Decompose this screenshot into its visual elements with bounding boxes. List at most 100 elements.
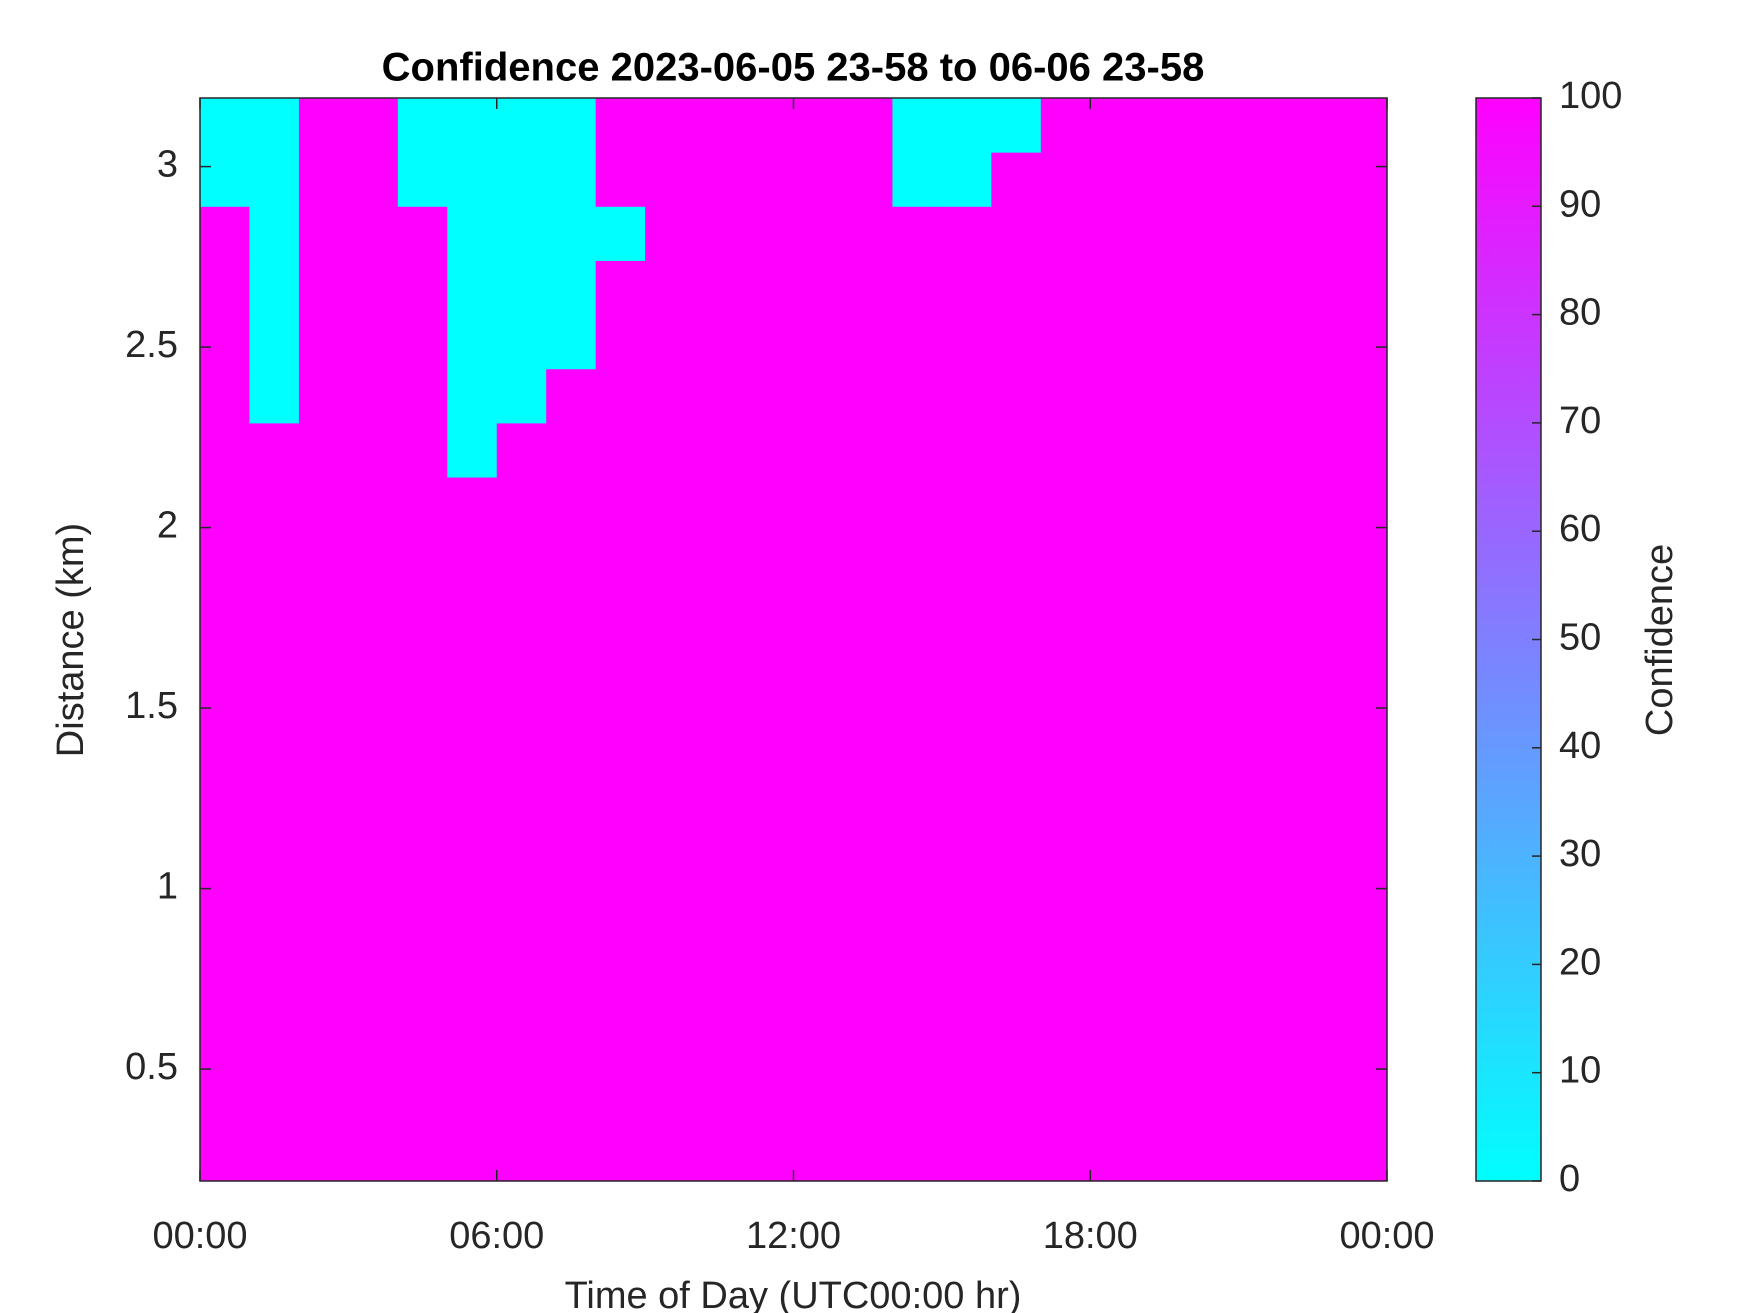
heatmap-cell bbox=[447, 206, 498, 261]
heatmap-cell bbox=[744, 856, 794, 911]
heatmap-cell bbox=[298, 639, 349, 695]
heatmap-cell bbox=[1288, 477, 1339, 532]
heatmap-cell bbox=[991, 747, 1042, 803]
heatmap-cell bbox=[249, 639, 300, 695]
heatmap-cell bbox=[249, 477, 300, 532]
heatmap-cell bbox=[941, 964, 992, 1020]
heatmap-cell bbox=[941, 693, 992, 749]
heatmap-cell bbox=[1090, 585, 1141, 640]
heatmap-cell bbox=[892, 477, 943, 532]
heatmap-cell bbox=[447, 531, 498, 586]
heatmap-cell bbox=[200, 1126, 250, 1182]
heatmap-cell bbox=[645, 1126, 696, 1182]
heatmap-cell bbox=[546, 856, 597, 911]
heatmap-cell bbox=[447, 260, 498, 316]
heatmap-cell bbox=[991, 531, 1042, 586]
heatmap-cell bbox=[645, 98, 696, 153]
heatmap-cell bbox=[1337, 747, 1388, 803]
heatmap-cell bbox=[645, 314, 696, 370]
heatmap-cell bbox=[397, 260, 448, 316]
heatmap-cell bbox=[397, 152, 448, 207]
heatmap-cell bbox=[645, 585, 696, 640]
heatmap-cell bbox=[1238, 747, 1289, 803]
heatmap-cell bbox=[1090, 422, 1141, 478]
colorbar-tick-label: 90 bbox=[1559, 183, 1601, 225]
heatmap-cell bbox=[200, 531, 250, 586]
heatmap-cell bbox=[546, 314, 597, 370]
heatmap-cell bbox=[1090, 856, 1141, 911]
heatmap-cell bbox=[793, 747, 844, 803]
heatmap-cell bbox=[595, 801, 646, 857]
heatmap-cell bbox=[200, 314, 250, 370]
heatmap-cell bbox=[645, 477, 696, 532]
heatmap-cell bbox=[1040, 206, 1091, 261]
heatmap-cell bbox=[249, 747, 300, 803]
heatmap-cell bbox=[348, 260, 399, 316]
y-tick-label: 1 bbox=[157, 866, 178, 908]
heatmap-cell bbox=[941, 856, 992, 911]
heatmap-cell bbox=[546, 693, 597, 749]
heatmap-cell bbox=[298, 910, 349, 965]
heatmap-cell bbox=[1238, 206, 1289, 261]
heatmap-cell bbox=[200, 368, 250, 424]
heatmap-cell bbox=[991, 368, 1042, 424]
heatmap-cell bbox=[1090, 152, 1141, 207]
heatmap-cell bbox=[200, 801, 250, 857]
heatmap-cell bbox=[496, 422, 547, 478]
heatmap-cell bbox=[447, 964, 498, 1020]
heatmap-cell bbox=[1337, 639, 1388, 695]
heatmap-cell bbox=[842, 422, 893, 478]
heatmap-cell bbox=[546, 801, 597, 857]
heatmap-cell bbox=[595, 314, 646, 370]
heatmap-cell bbox=[397, 1126, 448, 1182]
heatmap-cell bbox=[842, 368, 893, 424]
heatmap-cell bbox=[645, 856, 696, 911]
heatmap-cell bbox=[249, 693, 300, 749]
heatmap-cell bbox=[1337, 477, 1388, 532]
heatmap-cell bbox=[793, 1126, 844, 1182]
heatmap-cell bbox=[1139, 801, 1190, 857]
heatmap-cell bbox=[793, 585, 844, 640]
heatmap-cell bbox=[1040, 314, 1091, 370]
heatmap-cell bbox=[348, 152, 399, 207]
heatmap-cell bbox=[1189, 639, 1240, 695]
heatmap-cell bbox=[1238, 422, 1289, 478]
x-tick-label: 00:00 bbox=[1339, 1215, 1434, 1257]
heatmap-cell bbox=[645, 801, 696, 857]
heatmap-cell bbox=[991, 693, 1042, 749]
heatmap-cell bbox=[694, 693, 745, 749]
heatmap-cell bbox=[1090, 910, 1141, 965]
heatmap-cell bbox=[1189, 801, 1240, 857]
heatmap-cell bbox=[348, 1072, 399, 1128]
heatmap-cell bbox=[249, 152, 300, 207]
heatmap-cell bbox=[595, 477, 646, 532]
heatmap-cell bbox=[595, 206, 646, 261]
heatmap-cell bbox=[1189, 206, 1240, 261]
heatmap-cell bbox=[348, 531, 399, 586]
heatmap-cell bbox=[1337, 1018, 1388, 1074]
colorbar-tick-label: 40 bbox=[1559, 725, 1601, 767]
heatmap-cell bbox=[447, 910, 498, 965]
heatmap-cell bbox=[892, 531, 943, 586]
heatmap-cell bbox=[298, 368, 349, 424]
heatmap-cell bbox=[744, 368, 794, 424]
heatmap-cell bbox=[1139, 422, 1190, 478]
heatmap-cell bbox=[595, 1072, 646, 1128]
heatmap-cell bbox=[744, 585, 794, 640]
heatmap-cell bbox=[793, 368, 844, 424]
heatmap-cell bbox=[249, 801, 300, 857]
heatmap-cell bbox=[1189, 314, 1240, 370]
heatmap-cell bbox=[1040, 531, 1091, 586]
heatmap-cell bbox=[991, 98, 1042, 153]
heatmap-cell bbox=[1238, 910, 1289, 965]
heatmap-cell bbox=[991, 1126, 1042, 1182]
heatmap-cell bbox=[645, 639, 696, 695]
heatmap-cell bbox=[298, 585, 349, 640]
x-tick-label: 06:00 bbox=[449, 1215, 544, 1257]
heatmap-cell bbox=[892, 152, 943, 207]
heatmap-cell bbox=[1139, 639, 1190, 695]
heatmap-cell bbox=[793, 693, 844, 749]
heatmap-cell bbox=[546, 1126, 597, 1182]
heatmap-cell bbox=[1189, 152, 1240, 207]
heatmap-cell bbox=[694, 639, 745, 695]
